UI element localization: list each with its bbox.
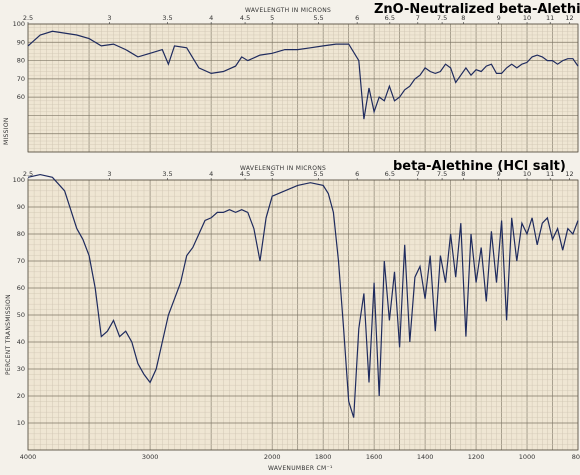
micron-tick-label: 10 xyxy=(523,14,531,22)
micron-tick-label: 4.5 xyxy=(240,14,250,22)
bottom-micron-ticks: 2.5 3 3.5 4 4.5 5 5.5 6 6.5 7 7.5 8 9 10 11 12 xyxy=(23,170,574,180)
bottom-chart-title: beta-Alethine (HCl salt) xyxy=(393,159,566,174)
bottom-gridlines xyxy=(27,179,579,451)
micron-tick-label: 7 xyxy=(416,170,420,178)
micron-tick-label: 6.5 xyxy=(385,170,395,178)
micron-tick-label: 6.5 xyxy=(385,14,395,22)
bottom-y-ticks: 100 90 80 70 60 50 40 30 20 10 xyxy=(13,176,25,427)
bottom-wavenumber-ticks: 4000 3000 2000 1800 1600 1400 1200 1000 800 xyxy=(20,453,580,461)
micron-tick-label: 7.5 xyxy=(437,170,447,178)
bottom-y-axis-label: PERCENT TRANSMISSION xyxy=(5,294,12,375)
wavenumber-tick-label: 2000 xyxy=(264,453,281,461)
top-y-axis-label: MISSION xyxy=(3,117,10,145)
micron-tick-label: 5.5 xyxy=(313,14,323,22)
micron-tick-label: 9 xyxy=(497,170,501,178)
wavenumber-tick-label: 1400 xyxy=(417,453,434,461)
micron-tick-label: 3.5 xyxy=(162,170,172,178)
micron-tick-label: 3.5 xyxy=(162,14,172,22)
y-tick-label: 90 xyxy=(17,38,25,46)
micron-tick-label: 6 xyxy=(355,14,359,22)
wavenumber-tick-label: 1600 xyxy=(366,453,383,461)
bottom-spectrum-line xyxy=(27,173,579,418)
micron-tick-label: 5 xyxy=(270,170,274,178)
micron-tick-label: 6 xyxy=(355,170,359,178)
top-spectrum-line xyxy=(27,30,579,120)
micron-tick-label: 5 xyxy=(270,14,274,22)
micron-tick-label: 9 xyxy=(497,14,501,22)
micron-tick-label: 7.5 xyxy=(437,14,447,22)
top-plot-background xyxy=(28,24,578,152)
y-tick-label: 60 xyxy=(17,284,25,292)
y-tick-label: 70 xyxy=(17,257,25,265)
y-tick-label: 50 xyxy=(17,311,25,319)
wavenumber-tick-label: 1000 xyxy=(519,453,536,461)
top-micron-ticks: 2.5 3 3.5 4 4.5 5 5.5 6 6.5 7 7.5 8 9 10 11 12 xyxy=(23,14,574,24)
top-chart-title: ZnO-Neutralized beta-Alethine xyxy=(374,2,580,17)
micron-tick-label: 5.5 xyxy=(313,170,323,178)
y-tick-label: 40 xyxy=(17,338,25,346)
micron-tick-label: 4 xyxy=(209,170,213,178)
micron-tick-label: 7 xyxy=(416,14,420,22)
y-tick-label: 60 xyxy=(17,93,25,101)
wavenumber-tick-label: 1800 xyxy=(315,453,332,461)
micron-tick-label: 11 xyxy=(546,14,554,22)
bottom-x-axis-label: WAVENUMBER CM⁻¹ xyxy=(268,465,333,472)
y-tick-label: 80 xyxy=(17,230,25,238)
micron-tick-label: 3 xyxy=(107,14,111,22)
micron-tick-label: 4 xyxy=(209,14,213,22)
y-tick-label: 30 xyxy=(17,365,25,373)
bottom-spectrum-panel: 2.5 3 3.5 4 4.5 5 5.5 6 6.5 7 7.5 8 9 10 11 12 WAVELENG… xyxy=(5,159,580,472)
micron-tick-label: 12 xyxy=(565,170,573,178)
wavenumber-tick-label: 800 xyxy=(572,453,580,461)
micron-tick-label: 12 xyxy=(565,14,573,22)
wavenumber-tick-label: 4000 xyxy=(20,453,37,461)
micron-tick-label: 11 xyxy=(546,170,554,178)
micron-tick-label: 8 xyxy=(461,170,465,178)
wavenumber-tick-label: 3000 xyxy=(142,453,159,461)
y-tick-label: 80 xyxy=(17,57,25,65)
y-tick-label: 10 xyxy=(17,419,25,427)
micron-tick-label: 3 xyxy=(107,170,111,178)
micron-tick-label: 2.5 xyxy=(23,170,33,178)
y-tick-label: 100 xyxy=(13,20,25,28)
top-micron-axis-label: WAVELENGTH IN MICRONS xyxy=(245,7,331,14)
bottom-micron-axis-label: WAVELENGTH IN MICRONS xyxy=(240,165,326,172)
y-tick-label: 20 xyxy=(17,392,25,400)
wavenumber-tick-label: 1200 xyxy=(468,453,485,461)
top-gridlines xyxy=(27,23,579,153)
micron-tick-label: 2.5 xyxy=(23,14,33,22)
y-tick-label: 90 xyxy=(17,203,25,211)
micron-tick-label: 8 xyxy=(461,14,465,22)
top-y-ticks: 100 90 80 70 60 xyxy=(13,20,25,101)
micron-tick-label: 4.5 xyxy=(240,170,250,178)
micron-tick-label: 10 xyxy=(523,170,531,178)
y-tick-label: 100 xyxy=(13,176,25,184)
top-spectrum-panel: 2.5 3 3.5 4 4.5 5 5.5 6 6.5 7 7.5 8 9 10 11 12 WAVELENG… xyxy=(3,2,580,153)
y-tick-label: 70 xyxy=(17,75,25,83)
